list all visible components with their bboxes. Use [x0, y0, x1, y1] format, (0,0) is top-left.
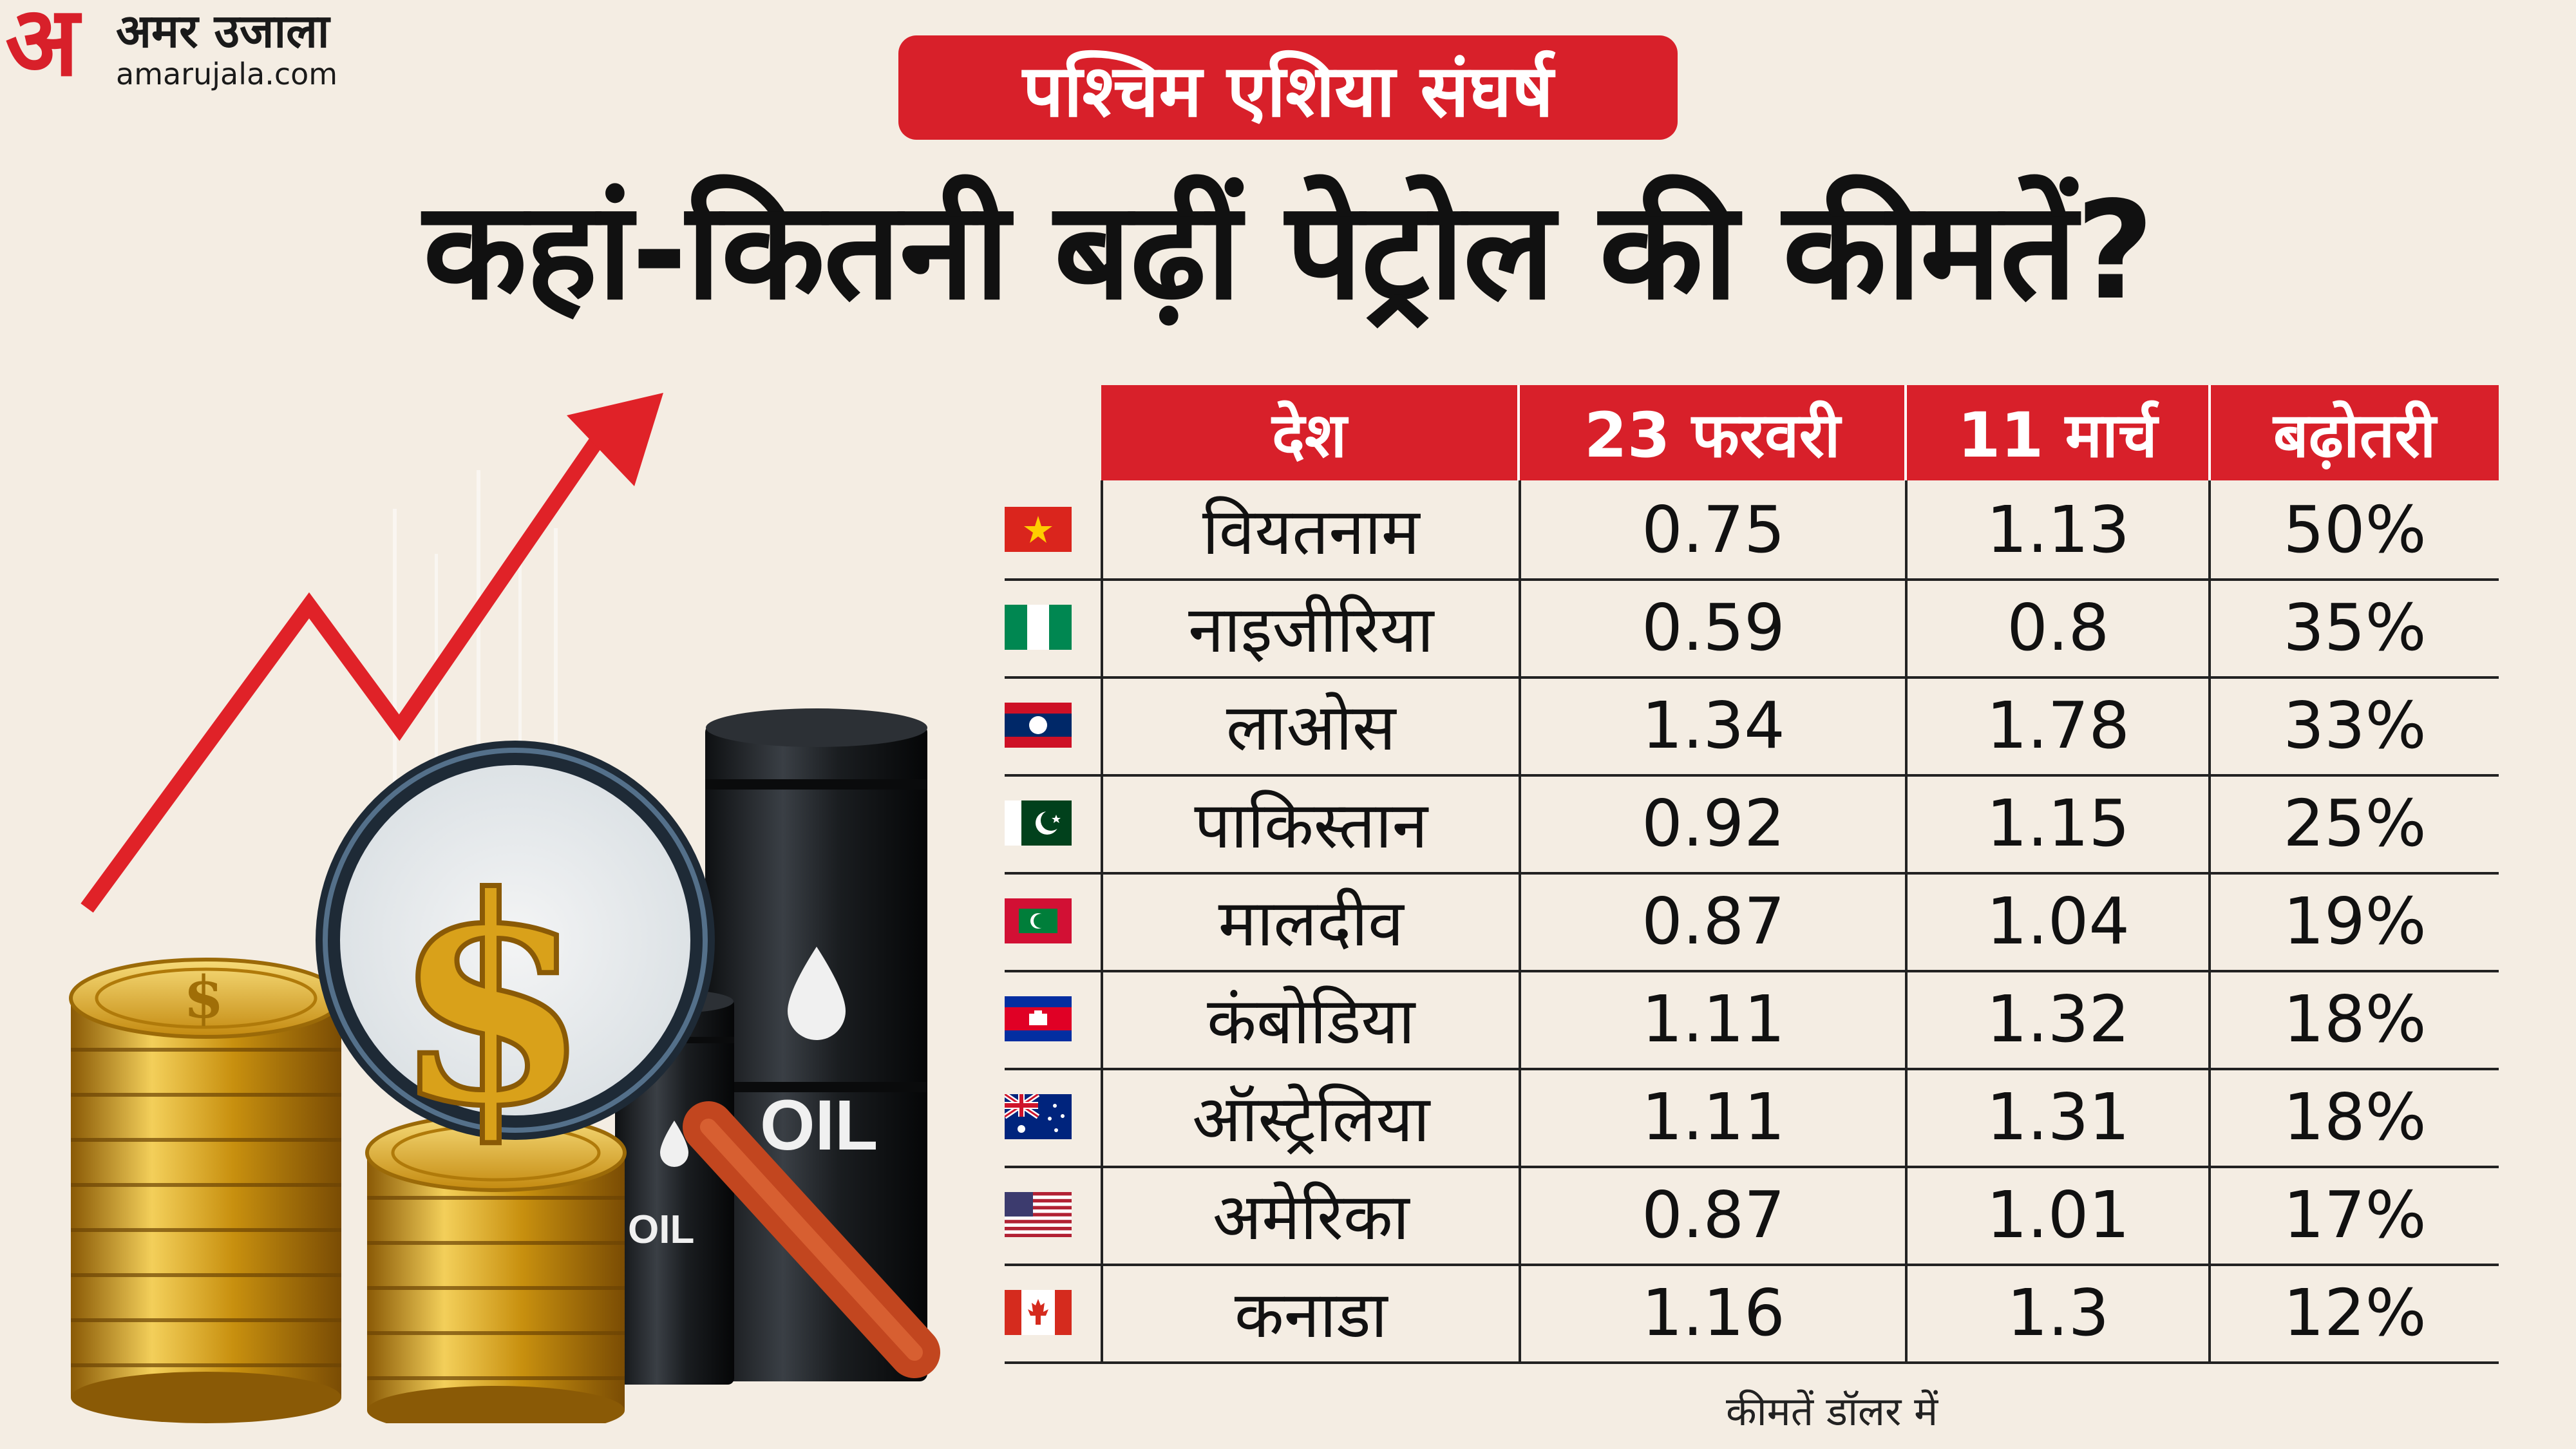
logo-url: amarujala.com	[116, 57, 338, 91]
table-header: देश 23 फरवरी 11 मार्च बढ़ोतरी	[1101, 385, 2499, 480]
country-name: नाइजीरिया	[1100, 578, 1519, 676]
table-row: मालदीव 0.87 1.04 19%	[1005, 872, 2499, 972]
price-mar11: 1.32	[1905, 970, 2208, 1068]
header-feb23: 23 फरवरी	[1517, 385, 1904, 480]
price-feb23: 0.87	[1519, 872, 1905, 970]
dollar-symbol: $	[393, 835, 590, 1168]
table-row: वियतनाम 0.75 1.13 50%	[1005, 480, 2499, 581]
country-name: मालदीव	[1100, 872, 1519, 970]
header-increase: बढ़ोतरी	[2208, 385, 2499, 480]
increase-percent: 19%	[2208, 872, 2499, 970]
price-feb23: 0.92	[1519, 774, 1905, 872]
increase-percent: 18%	[2208, 1068, 2499, 1166]
logo-hindi-name: अमर उजाला	[116, 4, 330, 58]
price-mar11: 1.13	[1905, 480, 2208, 578]
price-mar11: 1.15	[1905, 774, 2208, 872]
table-row: लाओस 1.34 1.78 33%	[1005, 676, 2499, 777]
country-name: ऑस्ट्रेलिया	[1100, 1068, 1519, 1166]
oil-label-small: OIL	[628, 1208, 694, 1252]
brand-logo[interactable]: अ अमर उजाला amarujala.com	[0, 0, 386, 103]
footnote: कीमतें डॉलर में	[1726, 1388, 1938, 1435]
coin-stack-icon: $	[69, 958, 343, 1423]
price-mar11: 1.31	[1905, 1068, 2208, 1166]
price-mar11: 1.04	[1905, 872, 2208, 970]
canada-flag-icon	[1005, 1290, 1072, 1335]
increase-percent: 33%	[2208, 676, 2499, 774]
increase-percent: 17%	[2208, 1166, 2499, 1264]
table-row: अमेरिका 0.87 1.01 17%	[1005, 1166, 2499, 1266]
price-mar11: 1.01	[1905, 1166, 2208, 1264]
laos-flag-icon	[1005, 703, 1072, 748]
price-feb23: 1.16	[1519, 1264, 1905, 1361]
vietnam-flag-icon	[1005, 507, 1072, 552]
price-mar11: 0.8	[1905, 578, 2208, 676]
increase-percent: 50%	[2208, 480, 2499, 578]
price-feb23: 0.87	[1519, 1166, 1905, 1264]
price-mar11: 1.78	[1905, 676, 2208, 774]
increase-percent: 25%	[2208, 774, 2499, 872]
country-name: वियतनाम	[1100, 480, 1519, 578]
header-country: देश	[1272, 399, 1347, 471]
country-name: लाओस	[1100, 676, 1519, 774]
increase-percent: 18%	[2208, 970, 2499, 1068]
usa-flag-icon	[1005, 1192, 1072, 1237]
coin-symbol: $	[184, 963, 224, 1032]
table-row: ऑस्ट्रेलिया 1.11 1.31 18%	[1005, 1068, 2499, 1168]
nigeria-flag-icon	[1005, 605, 1072, 650]
cambodia-flag-icon	[1005, 996, 1072, 1041]
price-feb23: 0.59	[1519, 578, 1905, 676]
country-name: अमेरिका	[1100, 1166, 1519, 1264]
page-title: कहां-कितनी बढ़ीं पेट्रोल की कीमतें?	[423, 172, 2154, 330]
country-name: कनाडा	[1100, 1264, 1519, 1361]
country-name: पाकिस्तान	[1100, 774, 1519, 872]
country-name: कंबोडिया	[1100, 970, 1519, 1068]
increase-percent: 35%	[2208, 578, 2499, 676]
illustration: OIL OIL $	[69, 393, 940, 1423]
table-row: नाइजीरिया 0.59 0.8 35%	[1005, 578, 2499, 679]
table-row: कंबोडिया 1.11 1.32 18%	[1005, 970, 2499, 1070]
price-feb23: 1.34	[1519, 676, 1905, 774]
logo-letter: अ	[5, 0, 79, 98]
arrow-up-icon	[80, 393, 663, 913]
price-feb23: 0.75	[1519, 480, 1905, 578]
table-row: पाकिस्तान 0.92 1.15 25%	[1005, 774, 2499, 875]
price-feb23: 1.11	[1519, 1068, 1905, 1166]
price-mar11: 1.3	[1905, 1264, 2208, 1361]
price-feb23: 1.11	[1519, 970, 1905, 1068]
pakistan-flag-icon	[1005, 800, 1072, 846]
light-streaks	[393, 470, 558, 850]
magnifier-icon: $	[316, 741, 940, 1378]
maldives-flag-icon	[1005, 898, 1072, 943]
table-row: कनाडा 1.16 1.3 12%	[1005, 1264, 2499, 1364]
header-mar11: 11 मार्च	[1904, 385, 2208, 480]
increase-percent: 12%	[2208, 1264, 2499, 1361]
australia-flag-icon	[1005, 1094, 1072, 1139]
category-tag: पश्चिम एशिया संघर्ष	[898, 35, 1678, 140]
oil-label-big: OIL	[760, 1086, 878, 1165]
